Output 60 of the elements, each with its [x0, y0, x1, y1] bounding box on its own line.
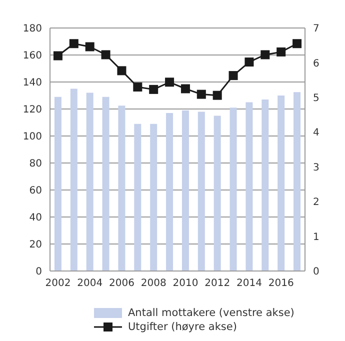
- y-tick-label: 160: [22, 50, 42, 62]
- y2-tick-label: 3: [313, 162, 320, 174]
- bar: [214, 116, 221, 271]
- x-tick-label: 2010: [172, 278, 198, 290]
- y-tick-label: 100: [22, 132, 42, 143]
- point: [196, 90, 206, 99]
- point: [292, 39, 302, 48]
- y2-tick-label: 5: [313, 92, 320, 104]
- y-tick-label: 60: [29, 186, 42, 197]
- point: [117, 66, 126, 76]
- x-tick-label: 2016: [268, 278, 294, 290]
- bar: [262, 100, 269, 271]
- bar: [182, 110, 189, 271]
- y-tick-label: 40: [29, 212, 42, 224]
- bar: [198, 112, 205, 271]
- x-tick-label: 2012: [204, 278, 230, 290]
- x-tick-label: 2004: [77, 278, 103, 290]
- bar: [118, 106, 126, 271]
- point: [149, 84, 158, 94]
- bar: [294, 92, 301, 271]
- bar: [230, 108, 237, 271]
- x-tick-label: 2008: [140, 278, 166, 290]
- bar: [150, 124, 158, 271]
- bar: [166, 113, 174, 271]
- y-tick-label: 140: [22, 78, 42, 89]
- y2-tick-label: 4: [313, 128, 320, 139]
- point: [276, 47, 286, 56]
- y-tick-label: 80: [29, 158, 42, 170]
- point: [212, 90, 222, 100]
- bar: [278, 96, 285, 271]
- y2-tick-label: 2: [313, 197, 320, 208]
- bar: [102, 96, 110, 271]
- point: [85, 42, 94, 52]
- point: [244, 58, 254, 67]
- y2-tick-label: 7: [313, 24, 320, 35]
- y-tick-label: 180: [22, 24, 42, 35]
- y2-tick-label: 6: [313, 58, 320, 70]
- legend-label: Antall mottakere (venstre akse): [128, 307, 294, 319]
- point: [53, 51, 62, 60]
- y-tick-label: 120: [22, 104, 42, 116]
- y-tick-label: 20: [29, 240, 42, 251]
- bar: [70, 88, 78, 271]
- point: [260, 50, 270, 60]
- legend-label: Utgifter (høyre akse): [128, 321, 237, 333]
- x-tick-label: 2002: [45, 278, 71, 290]
- point: [69, 39, 78, 48]
- y2-tick-label: 1: [313, 232, 320, 243]
- y-tick-label: 0: [36, 266, 42, 278]
- y2-tick-label: 0: [313, 266, 320, 278]
- x-tick-label: 2006: [108, 278, 134, 290]
- bar: [134, 124, 142, 271]
- point: [165, 78, 174, 87]
- bar: [86, 92, 94, 271]
- point: [133, 82, 142, 92]
- bar: [54, 96, 62, 271]
- x-tick-label: 2014: [236, 278, 262, 290]
- point: [180, 84, 190, 94]
- point: [228, 71, 238, 80]
- bar: [246, 102, 253, 271]
- point: [101, 50, 110, 60]
